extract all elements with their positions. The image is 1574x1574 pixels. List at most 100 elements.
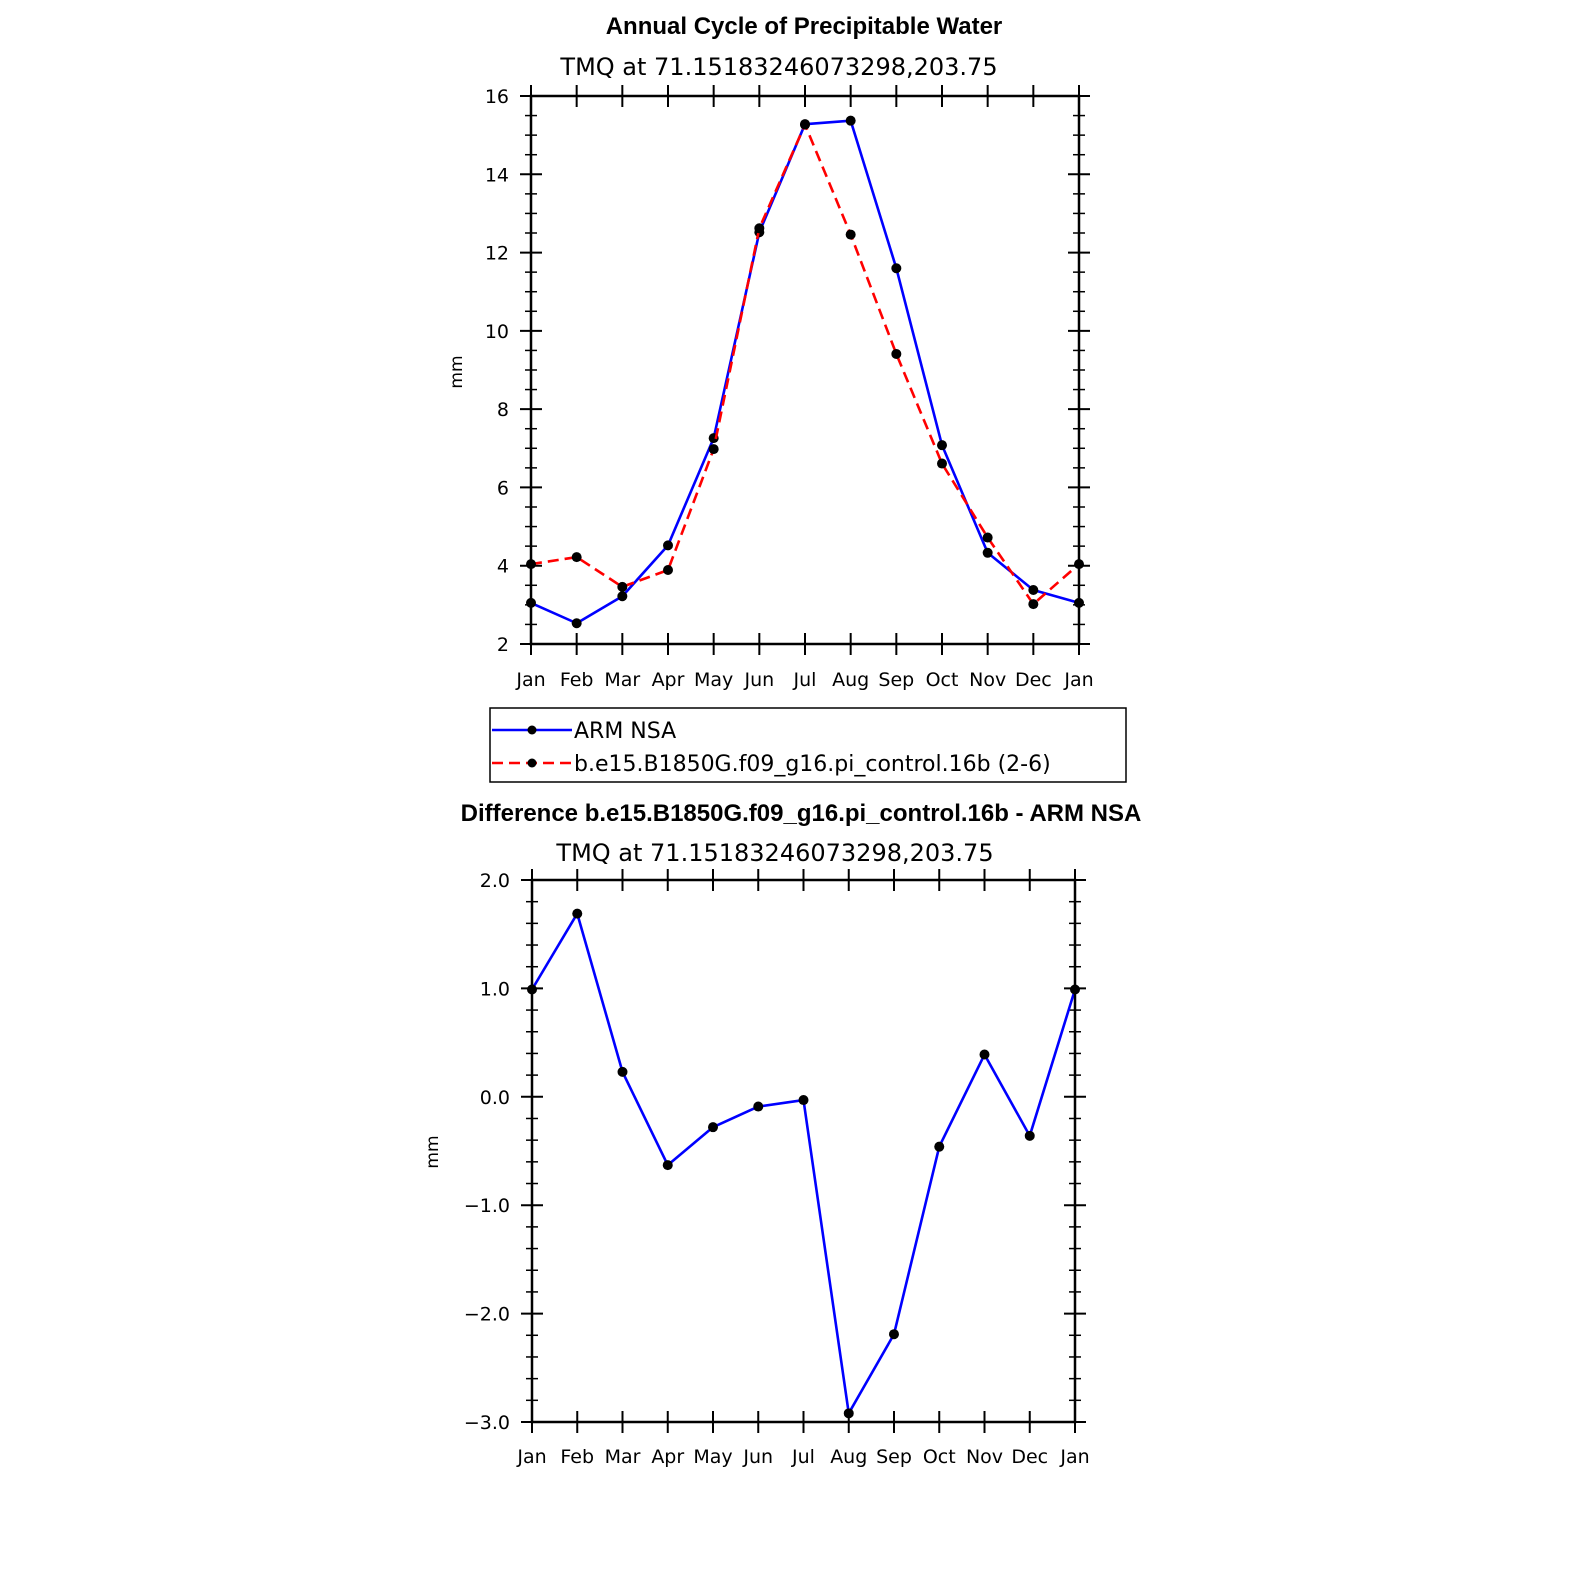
x-tick-label: Jun — [743, 669, 774, 691]
legend-marker-arm-nsa — [527, 725, 537, 735]
x-tick-label: Jan — [1063, 669, 1093, 691]
chart-title: Difference b.e15.B1850G.f09_g16.pi_contr… — [461, 800, 1142, 827]
x-tick-label: Sep — [878, 669, 914, 691]
data-point-difference — [617, 1066, 628, 1077]
series-line-difference — [530, 912, 1077, 1415]
plot-frame — [530, 878, 1077, 1424]
data-point-b-e15-b1850g-f09-g16-pi-control-16b-2-6 — [982, 532, 993, 543]
y-tick-label: 2.0 — [480, 870, 510, 892]
data-point-arm-nsa — [982, 547, 993, 558]
legend-entry-arm-nsa: ARM NSA — [492, 719, 676, 744]
data-point-b-e15-b1850g-f09-g16-pi-control-16b-2-6 — [800, 119, 810, 130]
axis-ticks — [520, 85, 1090, 655]
legend: ARM NSA b.e15.B1850G.f09_g16.pi_control.… — [489, 707, 1127, 783]
difference-panel: Difference b.e15.B1850G.f09_g16.pi_contr… — [423, 800, 1141, 1468]
x-tick-label: Feb — [560, 669, 594, 691]
x-tick-label: Aug — [830, 1446, 867, 1468]
data-point-arm-nsa — [617, 591, 628, 602]
legend-marker-model — [527, 758, 537, 768]
y-tick-label: −2.0 — [464, 1304, 510, 1326]
data-point-arm-nsa — [937, 440, 947, 451]
x-tick-label: Dec — [1011, 1446, 1048, 1468]
x-tick-label: Apr — [652, 669, 685, 691]
series-line-b-e15-b1850g-f09-g16-pi-control-16b-2-6 — [530, 123, 1080, 606]
data-point-difference — [934, 1141, 945, 1152]
x-tick-label: Jan — [1059, 1446, 1089, 1468]
data-point-difference — [889, 1329, 899, 1340]
x-tick-label: Mar — [605, 1446, 641, 1468]
x-tick-label: Jun — [742, 1446, 773, 1468]
y-tick-label: 8 — [497, 399, 509, 421]
chart-subtitle: TMQ at 71.15183246073298,203.75 — [555, 839, 993, 867]
data-point-arm-nsa — [571, 618, 582, 629]
data-point-difference — [1024, 1130, 1035, 1141]
data-point-b-e15-b1850g-f09-g16-pi-control-16b-2-6 — [891, 348, 902, 359]
y-axis-label: mm — [447, 355, 467, 388]
x-tick-label: Nov — [969, 669, 1006, 691]
annual-cycle-panel: Annual Cycle of Precipitable Water TMQ a… — [447, 13, 1094, 691]
x-tick-label: Jul — [791, 1446, 815, 1468]
data-point-b-e15-b1850g-f09-g16-pi-control-16b-2-6 — [663, 565, 673, 576]
data-point-difference — [753, 1101, 764, 1112]
series-layer — [526, 115, 1084, 629]
x-tick-label: May — [694, 669, 733, 691]
data-point-b-e15-b1850g-f09-g16-pi-control-16b-2-6 — [571, 552, 582, 563]
data-point-arm-nsa — [663, 540, 673, 551]
legend-label-arm-nsa: ARM NSA — [574, 719, 676, 744]
data-point-arm-nsa — [845, 115, 856, 126]
x-tick-label: Jan — [515, 669, 545, 691]
y-tick-label: 1.0 — [480, 978, 510, 1000]
data-point-arm-nsa — [891, 263, 902, 274]
y-tick-label: 2 — [497, 634, 509, 656]
axis-ticks — [521, 869, 1086, 1433]
x-tick-label: Dec — [1015, 669, 1052, 691]
y-tick-label: 14 — [485, 164, 509, 186]
y-tick-labels: 2 4 6 8 10 12 14 16 — [485, 86, 509, 656]
legend-label-model: b.e15.B1850G.f09_g16.pi_control.16b (2-6… — [574, 752, 1051, 777]
y-tick-label: 10 — [485, 321, 509, 343]
x-tick-label: Nov — [966, 1446, 1003, 1468]
x-tick-label: Mar — [604, 669, 640, 691]
data-point-b-e15-b1850g-f09-g16-pi-control-16b-2-6 — [754, 223, 765, 234]
y-tick-label: 0.0 — [480, 1087, 510, 1109]
series-line-arm-nsa — [530, 119, 1080, 625]
y-tick-label: 6 — [497, 477, 509, 499]
x-tick-label: May — [693, 1446, 732, 1468]
x-tick-label: Aug — [832, 669, 869, 691]
y-tick-label: 16 — [485, 86, 509, 108]
y-axis-label: mm — [423, 1135, 443, 1168]
y-tick-label: −3.0 — [464, 1412, 510, 1434]
x-tick-label: Apr — [651, 1446, 684, 1468]
y-tick-labels: −3.0 −2.0 −1.0 0.0 1.0 2.0 — [464, 870, 510, 1434]
data-point-b-e15-b1850g-f09-g16-pi-control-16b-2-6 — [1028, 599, 1039, 610]
data-point-b-e15-b1850g-f09-g16-pi-control-16b-2-6 — [845, 229, 856, 240]
y-tick-label: −1.0 — [464, 1195, 510, 1217]
x-tick-label: Feb — [560, 1446, 594, 1468]
x-tick-labels: Jan Feb Mar Apr May Jun Jul Aug Sep Oct Nov Dec Jan — [516, 1446, 1089, 1468]
x-tick-label: Oct — [923, 1446, 956, 1468]
chart-subtitle: TMQ at 71.15183246073298,203.75 — [559, 53, 997, 81]
legend-entry-model: b.e15.B1850G.f09_g16.pi_control.16b (2-6… — [492, 752, 1051, 777]
data-point-arm-nsa — [1028, 584, 1039, 595]
x-tick-label: Jan — [516, 1446, 546, 1468]
x-tick-label: Oct — [926, 669, 959, 691]
x-tick-label: Jul — [793, 669, 817, 691]
data-point-b-e15-b1850g-f09-g16-pi-control-16b-2-6 — [617, 581, 628, 592]
data-point-difference — [572, 908, 583, 919]
data-point-difference — [979, 1049, 990, 1060]
chart-title: Annual Cycle of Precipitable Water — [606, 13, 1003, 40]
data-point-b-e15-b1850g-f09-g16-pi-control-16b-2-6 — [937, 458, 947, 469]
x-tick-labels: Jan Feb Mar Apr May Jun Jul Aug Sep Oct Nov Dec Jan — [515, 669, 1093, 691]
data-point-b-e15-b1850g-f09-g16-pi-control-16b-2-6 — [708, 444, 719, 455]
data-point-difference — [708, 1122, 718, 1133]
data-point-difference — [662, 1160, 673, 1171]
data-point-difference — [843, 1408, 854, 1419]
data-point-difference — [798, 1095, 809, 1106]
series-layer — [527, 908, 1080, 1419]
x-tick-label: Sep — [876, 1446, 912, 1468]
y-tick-label: 4 — [497, 556, 509, 578]
plot-frame — [529, 94, 1081, 646]
legend-box — [489, 707, 1127, 783]
y-tick-label: 12 — [485, 243, 509, 265]
